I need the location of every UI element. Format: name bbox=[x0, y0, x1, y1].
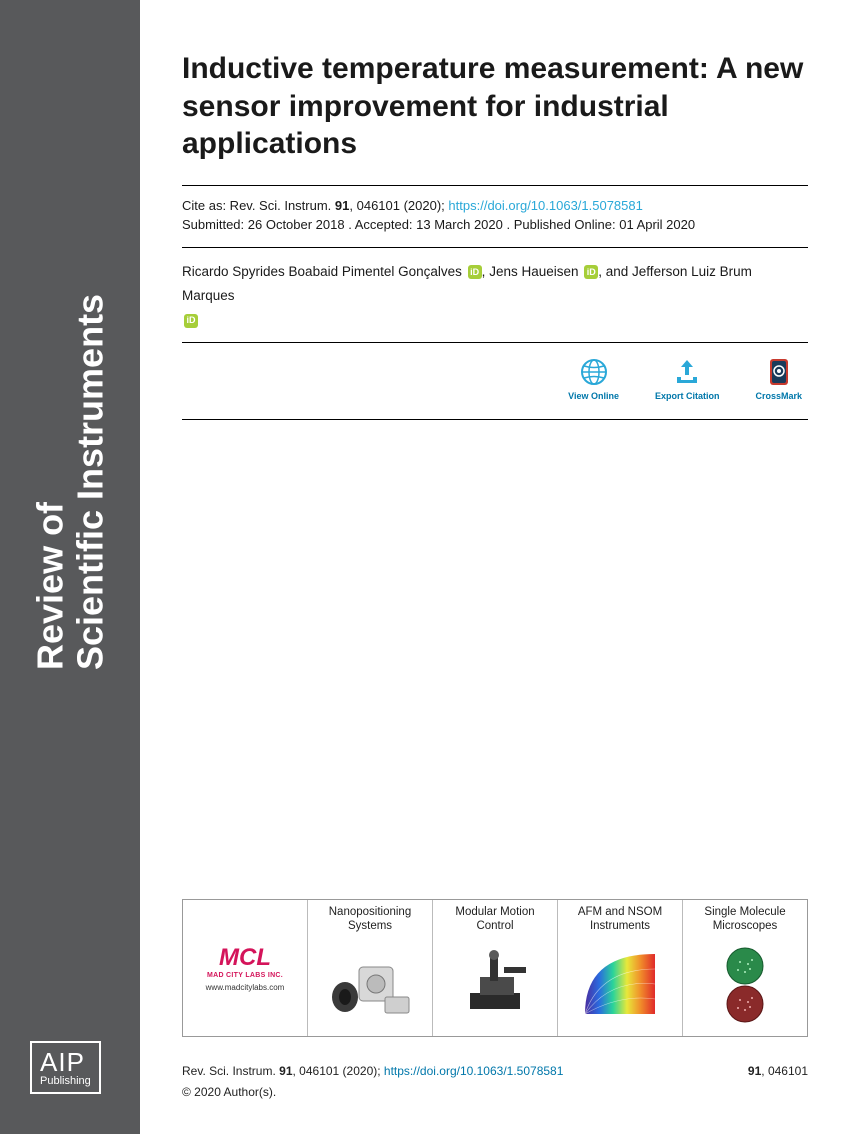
footer-pageref: 91, 046101 bbox=[748, 1061, 808, 1083]
ad-cell: Nanopositioning Systems bbox=[307, 900, 432, 1036]
divider bbox=[182, 419, 808, 420]
crossmark-icon bbox=[764, 357, 794, 387]
footer-text: Rev. Sci. Instrum. bbox=[182, 1064, 279, 1078]
ad-image bbox=[312, 938, 428, 1030]
authors-block: Ricardo Spyrides Boabaid Pimentel Gonçal… bbox=[182, 248, 808, 343]
ad-cell-title: Modular Motion Control bbox=[437, 906, 553, 934]
ad-brand-cell: MCL MAD CITY LABS INC. www.madcitylabs.c… bbox=[183, 900, 307, 1036]
author-sep: , and bbox=[598, 264, 632, 279]
cite-prefix: Cite as: Rev. Sci. Instrum. bbox=[182, 198, 335, 213]
ad-image bbox=[687, 938, 803, 1030]
action-label: CrossMark bbox=[755, 391, 802, 401]
citation-block: Cite as: Rev. Sci. Instrum. 91, 046101 (… bbox=[182, 186, 808, 247]
cite-dates: Submitted: 26 October 2018 . Accepted: 1… bbox=[182, 217, 695, 232]
publisher-name: AIP bbox=[40, 1049, 91, 1075]
footer-volume: 91 bbox=[748, 1064, 761, 1078]
journal-line2: Scientific Instruments bbox=[70, 70, 110, 670]
ad-image bbox=[437, 938, 553, 1030]
journal-line1: Review of bbox=[30, 70, 70, 670]
publisher-logo: AIP Publishing bbox=[30, 1041, 101, 1094]
author-name: Ricardo Spyrides Boabaid Pimentel Gonçal… bbox=[182, 264, 462, 279]
doi-link[interactable]: https://doi.org/10.1063/1.5078581 bbox=[448, 198, 642, 213]
ad-cell-title: AFM and NSOM Instruments bbox=[562, 906, 678, 934]
ad-image bbox=[562, 938, 678, 1030]
ad-brand-logo: MCL bbox=[219, 944, 271, 972]
footer-citation: Rev. Sci. Instrum. 91, 046101 (2020); ht… bbox=[182, 1061, 563, 1083]
sidebar: Review of Scientific Instruments AIP Pub… bbox=[0, 0, 140, 1134]
action-label: Export Citation bbox=[655, 391, 720, 401]
orcid-icon[interactable]: iD bbox=[468, 265, 482, 279]
ad-brand-sub: MAD CITY LABS INC. bbox=[207, 972, 283, 979]
publisher-sub: Publishing bbox=[40, 1075, 91, 1088]
ad-cell: Modular Motion Control bbox=[432, 900, 557, 1036]
footer: Rev. Sci. Instrum. 91, 046101 (2020); ht… bbox=[182, 1061, 808, 1104]
globe-icon bbox=[579, 357, 609, 387]
footer-row: Rev. Sci. Instrum. 91, 046101 (2020); ht… bbox=[182, 1061, 808, 1083]
ad-cell-title: Single Molecule Microscopes bbox=[687, 906, 803, 934]
orcid-icon[interactable]: iD bbox=[184, 314, 198, 328]
orcid-icon[interactable]: iD bbox=[584, 265, 598, 279]
footer-text: , 046101 (2020); bbox=[293, 1064, 384, 1078]
main-content: Inductive temperature measurement: A new… bbox=[140, 0, 850, 1134]
ad-brand-url: www.madcitylabs.com bbox=[206, 983, 285, 992]
footer-text: , 046101 bbox=[761, 1064, 808, 1078]
journal-title: Review of Scientific Instruments bbox=[30, 70, 109, 670]
action-row: View Online Export Citation CrossMark bbox=[182, 343, 808, 419]
article-title: Inductive temperature measurement: A new… bbox=[182, 50, 808, 163]
ad-cell-title: Nanopositioning Systems bbox=[312, 906, 428, 934]
footer-volume: 91 bbox=[279, 1064, 292, 1078]
export-citation-button[interactable]: Export Citation bbox=[655, 357, 720, 401]
ad-cell: Single Molecule Microscopes bbox=[682, 900, 807, 1036]
cite-volume: 91 bbox=[335, 198, 349, 213]
view-online-button[interactable]: View Online bbox=[568, 357, 619, 401]
footer-doi-link[interactable]: https://doi.org/10.1063/1.5078581 bbox=[384, 1064, 563, 1078]
cite-middle: , 046101 (2020); bbox=[349, 198, 448, 213]
export-icon bbox=[672, 357, 702, 387]
footer-copyright: © 2020 Author(s). bbox=[182, 1082, 808, 1104]
author-name: Jens Haueisen bbox=[489, 264, 578, 279]
ad-cell: AFM and NSOM Instruments bbox=[557, 900, 682, 1036]
crossmark-button[interactable]: CrossMark bbox=[755, 357, 802, 401]
action-label: View Online bbox=[568, 391, 619, 401]
ad-banner[interactable]: MCL MAD CITY LABS INC. www.madcitylabs.c… bbox=[182, 899, 808, 1037]
